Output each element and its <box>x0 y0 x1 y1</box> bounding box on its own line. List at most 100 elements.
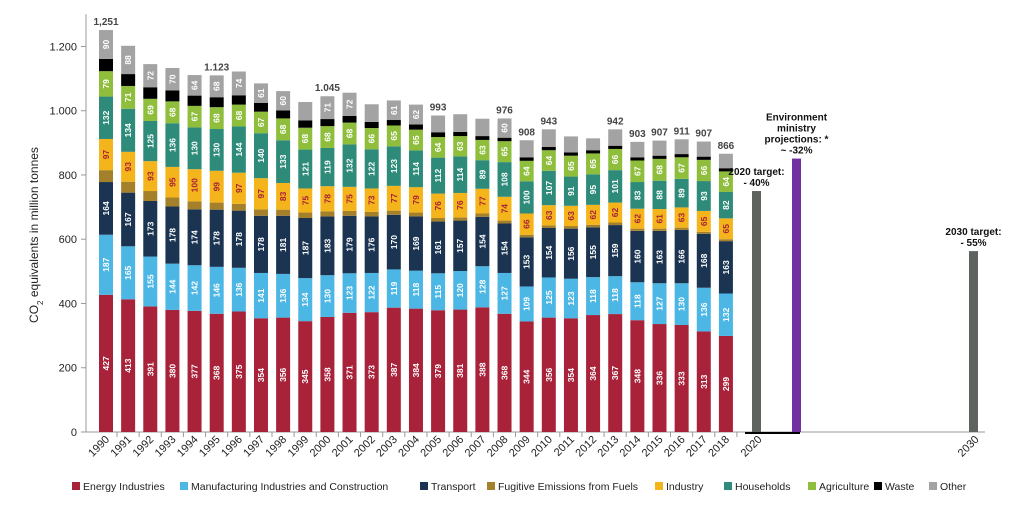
bar-value-label: 364 <box>588 366 598 380</box>
bar-segment <box>165 101 180 124</box>
bar-segment <box>541 225 556 228</box>
bar-segment <box>143 161 158 192</box>
bar-segment <box>586 224 601 228</box>
bar-total-label: 1,251 <box>93 17 118 28</box>
bar-segment <box>342 273 357 313</box>
legend-label: Manufacturing Industries and Constructio… <box>191 481 388 493</box>
bar-segment <box>586 315 601 432</box>
bar-value-label: 136 <box>234 282 244 296</box>
bar-value-label: 71 <box>322 103 332 113</box>
bar-value-label: 64 <box>522 166 532 176</box>
bar-value-label: 160 <box>632 249 642 263</box>
bar-segment <box>674 207 689 228</box>
bar-segment <box>630 160 645 183</box>
bar-value-label: 112 <box>433 168 443 182</box>
bar-value-label: 70 <box>167 74 177 84</box>
bar-segment <box>431 157 446 194</box>
bar-segment <box>630 208 645 229</box>
x-tick-label: 2010 <box>529 434 555 460</box>
bar-value-label: 130 <box>190 141 200 155</box>
bar-value-label: 134 <box>123 123 133 137</box>
bar-segment <box>276 118 291 141</box>
bar-value-label: 72 <box>145 71 155 81</box>
bar-segment <box>99 234 113 295</box>
bar-value-label: 381 <box>455 363 465 377</box>
bar-value-label: 161 <box>433 240 443 254</box>
bar-segment <box>320 147 335 187</box>
bar-value-label: 136 <box>278 288 288 302</box>
bar-segment <box>408 124 423 130</box>
bar-segment <box>652 140 667 156</box>
bar-segment <box>497 141 512 163</box>
bar-value-label: 97 <box>234 183 244 193</box>
x-tick-label: 2017 <box>684 434 710 460</box>
bar-segment <box>408 308 423 432</box>
bar-segment <box>519 160 534 182</box>
bar-segment <box>497 196 512 221</box>
legend-swatch <box>72 482 80 490</box>
x-tick-label: 1994 <box>175 434 201 460</box>
bar-total-label: 942 <box>607 116 624 127</box>
bar-segment <box>187 310 202 432</box>
legend-label: Agriculture <box>819 481 869 493</box>
bar-segment <box>408 187 423 213</box>
legend-label: Fugitive Emissions from Fuels <box>498 481 638 493</box>
bar-segment <box>143 120 158 162</box>
bar-value-label: 153 <box>522 255 532 269</box>
bar-value-label: 120 <box>455 283 465 297</box>
bar-segment <box>231 267 246 312</box>
bar-segment <box>165 263 180 310</box>
bar-segment <box>276 110 291 119</box>
bar-value-label: 356 <box>278 367 288 381</box>
bar-total-label: 907 <box>651 128 668 139</box>
bar-value-label: 83 <box>278 191 288 201</box>
bar-value-label: 66 <box>610 155 620 165</box>
bar-value-label: 107 <box>544 181 554 195</box>
bar-value-label: 144 <box>234 142 244 156</box>
bar-value-label: 181 <box>278 237 288 251</box>
legend-swatch <box>724 482 732 490</box>
bar-value-label: 157 <box>455 238 465 252</box>
bar-segment <box>431 218 446 222</box>
bar-segment <box>121 45 136 75</box>
y-tick-label: 800 <box>59 170 77 182</box>
bar-value-label: 65 <box>566 161 576 171</box>
bar-segment <box>99 71 113 97</box>
bar-value-label: 78 <box>322 194 332 204</box>
bar-segment <box>364 211 379 217</box>
bar-value-label: 379 <box>433 364 443 378</box>
bar-segment <box>431 221 446 274</box>
bar-value-label: 77 <box>389 193 399 203</box>
bar-segment <box>143 256 158 307</box>
bar-value-label: 375 <box>234 364 244 378</box>
bar-value-label: 132 <box>721 307 731 321</box>
bar-segment <box>187 265 202 311</box>
bar-total-label: 908 <box>518 127 535 138</box>
bar-value-label: 101 <box>610 179 620 193</box>
bar-segment <box>143 87 158 99</box>
y-tick-label: 1.200 <box>49 41 77 53</box>
bar-value-label: 377 <box>190 364 200 378</box>
bar-total-label: 943 <box>540 116 557 127</box>
bar-segment <box>519 234 534 238</box>
bar-value-label: 174 <box>190 230 200 244</box>
bar-value-label: 384 <box>411 363 421 377</box>
bar-segment <box>497 137 512 142</box>
bar-segment <box>364 128 379 150</box>
bar-segment <box>298 321 313 432</box>
bar-segment <box>342 92 357 116</box>
bar-segment <box>342 215 357 274</box>
bar-segment <box>586 150 601 154</box>
bar-segment <box>718 239 733 242</box>
bar-segment <box>121 192 136 247</box>
bar-segment <box>165 123 180 167</box>
bar-segment <box>298 149 313 189</box>
bar-segment <box>652 180 667 210</box>
bar-segment <box>253 209 268 216</box>
y-tick-label: 600 <box>59 234 77 246</box>
bar-segment <box>386 125 401 147</box>
bar-value-label: 62 <box>610 208 620 218</box>
bar-segment <box>364 312 379 432</box>
bar-segment <box>475 213 490 217</box>
